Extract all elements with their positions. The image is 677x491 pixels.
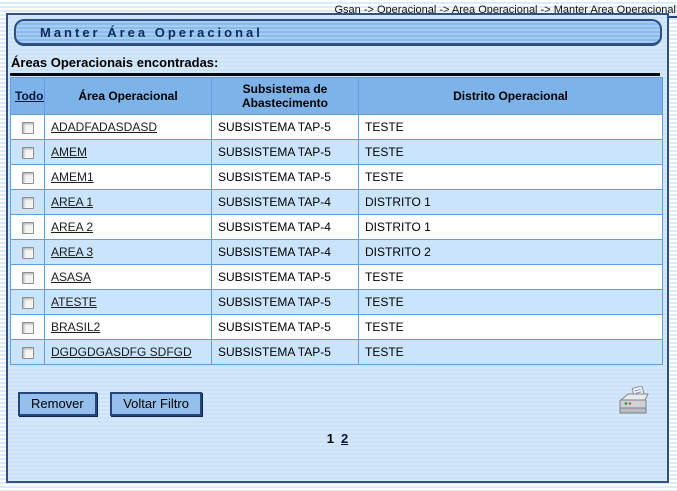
- checkbox-cell: [10, 214, 45, 240]
- subsystem-cell: SUBSISTEMA TAP-5: [211, 339, 359, 365]
- subsystem-cell: SUBSISTEMA TAP-5: [211, 289, 359, 315]
- district-cell: TESTE: [358, 114, 663, 140]
- pagination-current-page: 1: [326, 431, 334, 446]
- area-link[interactable]: AMEM1: [51, 170, 94, 184]
- district-cell: TESTE: [358, 314, 663, 340]
- area-cell: ADADFADASDASD: [44, 114, 212, 140]
- area-link[interactable]: ATESTE: [51, 295, 97, 309]
- district-cell: DISTRITO 1: [358, 214, 663, 240]
- select-all-link[interactable]: Todos: [15, 89, 44, 103]
- divider-bar: [10, 73, 660, 76]
- row-checkbox[interactable]: [21, 296, 34, 309]
- area-cell: AMEM: [44, 139, 212, 165]
- table-row: AREA 3 SUBSISTEMA TAP-4 DISTRITO 2: [10, 239, 663, 265]
- header-district: Distrito Operacional: [358, 77, 663, 115]
- table-row: ASASA SUBSISTEMA TAP-5 TESTE: [10, 264, 663, 290]
- area-link[interactable]: AREA 2: [51, 220, 94, 234]
- table-row: AREA 1 SUBSISTEMA TAP-4 DISTRITO 1: [10, 189, 663, 215]
- back-filter-button[interactable]: Voltar Filtro: [110, 392, 202, 416]
- checkbox-cell: [10, 114, 45, 140]
- row-checkbox[interactable]: [21, 171, 34, 184]
- area-cell: AREA 2: [44, 214, 212, 240]
- subsystem-cell: SUBSISTEMA TAP-4: [211, 239, 359, 265]
- table-row: ADADFADASDASD SUBSISTEMA TAP-5 TESTE: [10, 114, 663, 140]
- subsystem-cell: SUBSISTEMA TAP-5: [211, 164, 359, 190]
- table-row: DGDGDGASDFG SDFGD SUBSISTEMA TAP-5 TESTE: [10, 339, 663, 365]
- page-title: Manter Área Operacional: [14, 19, 662, 46]
- district-cell: TESTE: [358, 264, 663, 290]
- pagination-page-2-link[interactable]: 2: [341, 431, 349, 446]
- table-row: BRASIL2 SUBSISTEMA TAP-5 TESTE: [10, 314, 663, 340]
- checkbox-cell: [10, 264, 45, 290]
- row-checkbox[interactable]: [21, 321, 34, 334]
- main-panel: Manter Área Operacional Áreas Operaciona…: [6, 13, 669, 483]
- results-label: Áreas Operacionais encontradas:: [11, 55, 219, 70]
- area-link[interactable]: AREA 3: [51, 245, 94, 259]
- row-checkbox[interactable]: [21, 146, 34, 159]
- checkbox-cell: [10, 314, 45, 340]
- header-area: Área Operacional: [44, 77, 212, 115]
- checkbox-cell: [10, 339, 45, 365]
- row-checkbox[interactable]: [21, 246, 34, 259]
- area-link[interactable]: AREA 1: [51, 195, 94, 209]
- district-cell: TESTE: [358, 139, 663, 165]
- row-checkbox[interactable]: [21, 196, 34, 209]
- subsystem-cell: SUBSISTEMA TAP-5: [211, 139, 359, 165]
- checkbox-cell: [10, 289, 45, 315]
- row-checkbox[interactable]: [21, 221, 34, 234]
- row-checkbox[interactable]: [21, 121, 34, 134]
- subsystem-cell: SUBSISTEMA TAP-4: [211, 189, 359, 215]
- subsystem-cell: SUBSISTEMA TAP-5: [211, 264, 359, 290]
- actions-bar: Remover Voltar Filtro: [18, 386, 653, 418]
- area-link[interactable]: ASASA: [51, 270, 92, 284]
- area-cell: AREA 3: [44, 239, 212, 265]
- subsystem-cell: SUBSISTEMA TAP-5: [211, 114, 359, 140]
- area-cell: ATESTE: [44, 289, 212, 315]
- area-cell: AMEM1: [44, 164, 212, 190]
- table-row: AMEM1 SUBSISTEMA TAP-5 TESTE: [10, 164, 663, 190]
- area-cell: DGDGDGASDFG SDFGD: [44, 339, 212, 365]
- printer-icon[interactable]: [617, 386, 653, 418]
- area-cell: ASASA: [44, 264, 212, 290]
- subsystem-cell: SUBSISTEMA TAP-4: [211, 214, 359, 240]
- checkbox-cell: [10, 164, 45, 190]
- row-checkbox[interactable]: [21, 346, 34, 359]
- area-link[interactable]: DGDGDGASDFG SDFGD: [51, 345, 192, 359]
- checkbox-cell: [10, 189, 45, 215]
- table-body: ADADFADASDASD SUBSISTEMA TAP-5 TESTE AME…: [10, 114, 663, 365]
- checkbox-cell: [10, 239, 45, 265]
- checkbox-cell: [10, 139, 45, 165]
- breadcrumb-bar: Gsan -> Operacional -> Area Operacional …: [0, 0, 677, 18]
- district-cell: DISTRITO 1: [358, 189, 663, 215]
- area-cell: AREA 1: [44, 189, 212, 215]
- table-row: ATESTE SUBSISTEMA TAP-5 TESTE: [10, 289, 663, 315]
- district-cell: DISTRITO 2: [358, 239, 663, 265]
- subsystem-cell: SUBSISTEMA TAP-5: [211, 314, 359, 340]
- district-cell: TESTE: [358, 164, 663, 190]
- table-row: AREA 2 SUBSISTEMA TAP-4 DISTRITO 1: [10, 214, 663, 240]
- table-row: AMEM SUBSISTEMA TAP-5 TESTE: [10, 139, 663, 165]
- results-table: Todos Área Operacional Subsistema de Aba…: [10, 77, 663, 365]
- district-cell: TESTE: [358, 339, 663, 365]
- area-link[interactable]: AMEM: [51, 145, 87, 159]
- header-subsystem: Subsistema de Abastecimento: [211, 77, 359, 115]
- area-link[interactable]: BRASIL2: [51, 320, 101, 334]
- row-checkbox[interactable]: [21, 271, 34, 284]
- area-cell: BRASIL2: [44, 314, 212, 340]
- table-header-row: Todos Área Operacional Subsistema de Aba…: [10, 77, 663, 115]
- remove-button[interactable]: Remover: [18, 392, 97, 416]
- area-link[interactable]: ADADFADASDASD: [51, 120, 158, 134]
- header-select-all: Todos: [10, 77, 45, 115]
- district-cell: TESTE: [358, 289, 663, 315]
